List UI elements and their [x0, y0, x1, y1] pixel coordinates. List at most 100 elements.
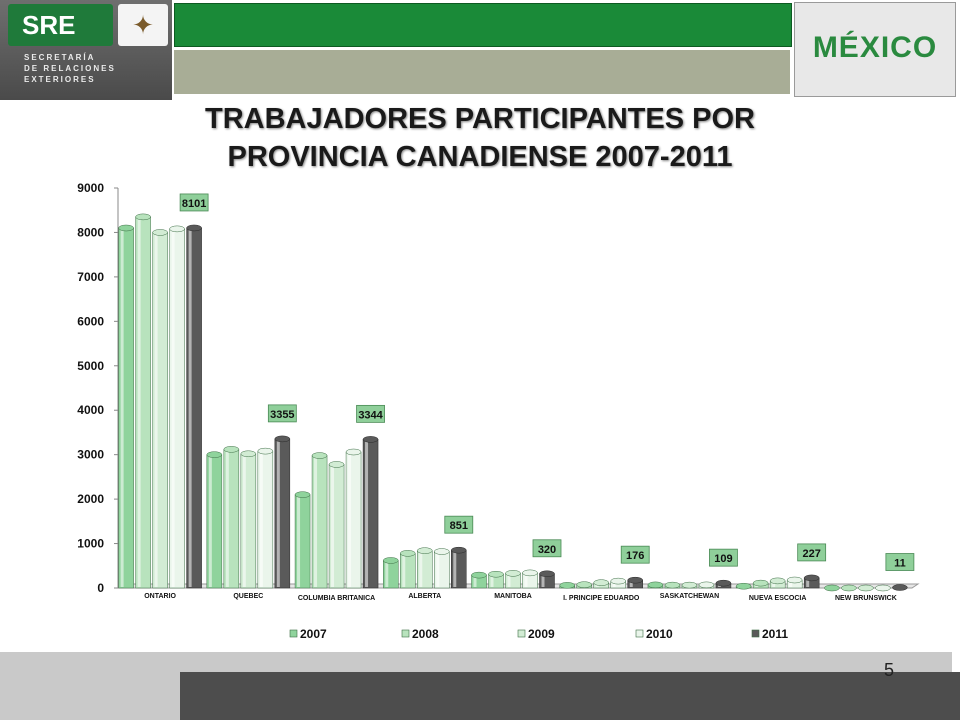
bar-top-2007: [735, 582, 752, 590]
bar-top-2010: [257, 447, 274, 455]
bar-highlight: [436, 553, 440, 587]
data-label-box: [356, 404, 385, 423]
data-label: 109: [714, 553, 732, 565]
y-tick-label: 6000: [77, 314, 104, 328]
bar-top-2011: [715, 579, 732, 587]
data-label-box: [532, 539, 562, 558]
bar-top-2009: [593, 579, 609, 586]
category-label: ALBERTA: [408, 593, 441, 600]
secretaria-text: SECRETARÍA DE RELACIONES EXTERIORES: [24, 52, 116, 85]
bar-top-2009: [417, 547, 433, 554]
category-label: ONTARIO: [144, 593, 176, 600]
data-label: 8101: [182, 198, 206, 210]
category-label: SASKATCHEWAN: [660, 593, 719, 600]
data-label-box: [885, 553, 915, 571]
bar-highlight: [507, 575, 511, 587]
bar-highlight: [365, 441, 369, 587]
bar-top-2010: [169, 225, 185, 233]
data-label: 3355: [270, 409, 294, 421]
bar-top-2010: [345, 448, 362, 456]
bar-highlight: [297, 496, 301, 587]
bar-top-2009: [681, 581, 698, 589]
header-gray-bar: [174, 50, 790, 94]
bar-highlight: [259, 453, 263, 587]
bar-highlight: [171, 230, 175, 587]
bar-highlight: [789, 582, 793, 587]
bar-top-2009: [769, 577, 786, 585]
bar-highlight: [154, 234, 158, 587]
bar-top-2007: [824, 584, 840, 592]
page-number: 5: [884, 660, 895, 680]
bar-highlight: [629, 582, 633, 587]
category-label: NUEVA ESCOCIA: [749, 595, 807, 602]
legend-label: 2007: [300, 627, 327, 641]
bar-top-2007: [383, 557, 399, 564]
bar-top-2008: [223, 446, 240, 453]
bar-top-2008: [576, 581, 592, 588]
bar-top-2009: [240, 450, 257, 458]
sre-logo: SRE: [8, 4, 113, 46]
bar-top-2011: [274, 435, 291, 443]
bar-top-2010: [610, 577, 626, 585]
legend-swatch: [635, 629, 644, 638]
data-label-box: [709, 548, 738, 567]
y-tick-label: 4000: [77, 403, 104, 417]
bar-top-2011: [186, 224, 202, 232]
bar-highlight: [402, 555, 406, 587]
bar-highlight: [225, 451, 229, 587]
bar-top-2009: [152, 229, 168, 236]
bar-top-2007: [471, 571, 487, 579]
bar-highlight: [208, 456, 212, 587]
secretaria-line: SECRETARÍA: [24, 53, 96, 62]
y-tick-label: 1000: [77, 537, 104, 551]
bar-highlight: [473, 577, 477, 587]
secretaria-line: EXTERIORES: [24, 75, 96, 84]
title-line: TRABAJADORES PARTICIPANTES POR: [205, 103, 755, 135]
bar-highlight: [331, 466, 335, 587]
bar-top-2008: [488, 570, 504, 578]
legend-label: 2011: [762, 627, 788, 641]
bar-highlight: [348, 454, 352, 587]
title-line: PROVINCIA CANADIENSE 2007-2011: [227, 141, 733, 173]
bar-top-2011: [627, 576, 643, 584]
data-label-box: [444, 515, 474, 534]
bar-top-2007: [559, 582, 575, 589]
legend-swatch: [517, 629, 526, 638]
bar-top-2008: [400, 550, 416, 557]
bar-highlight: [595, 584, 599, 587]
bar-highlight: [314, 457, 318, 587]
data-label-box: [179, 193, 209, 212]
bar-highlight: [612, 583, 616, 587]
bar-top-2007: [294, 491, 311, 498]
y-tick-label: 3000: [77, 448, 104, 462]
bar-top-2011: [803, 574, 820, 582]
slide-title: TRABAJADORES PARTICIPANTES POR PROVINCIA…: [0, 100, 960, 176]
bar-top-2009: [858, 584, 874, 592]
bar-highlight: [524, 574, 528, 587]
y-tick-label: 8000: [77, 225, 104, 239]
legend-swatch: [751, 629, 760, 638]
bar-highlight: [419, 552, 423, 587]
legend-swatch: [401, 629, 410, 638]
data-label-box: [267, 404, 297, 423]
header-green-bar: [174, 3, 792, 47]
bar-top-2007: [118, 224, 134, 232]
bar-highlight: [385, 562, 389, 587]
bar-top-2007: [647, 581, 664, 589]
bar-top-2010: [786, 576, 803, 584]
bar-top-2008: [752, 579, 769, 587]
category-label: MANITOBA: [494, 593, 532, 600]
data-label: 227: [802, 548, 820, 560]
bar-highlight: [188, 229, 192, 587]
legend-label: 2008: [412, 627, 439, 641]
legend-label: 2009: [528, 627, 555, 641]
coat-of-arms-icon: ✦: [118, 4, 168, 46]
category-label: NEW BRUNSWICK: [835, 595, 897, 602]
bar-highlight: [772, 582, 776, 587]
secretaria-line: DE RELACIONES: [24, 64, 116, 73]
data-label: 851: [450, 520, 468, 532]
bar-top-2011: [451, 546, 467, 554]
bar-highlight: [490, 576, 494, 587]
y-tick-label: 7000: [77, 270, 104, 284]
